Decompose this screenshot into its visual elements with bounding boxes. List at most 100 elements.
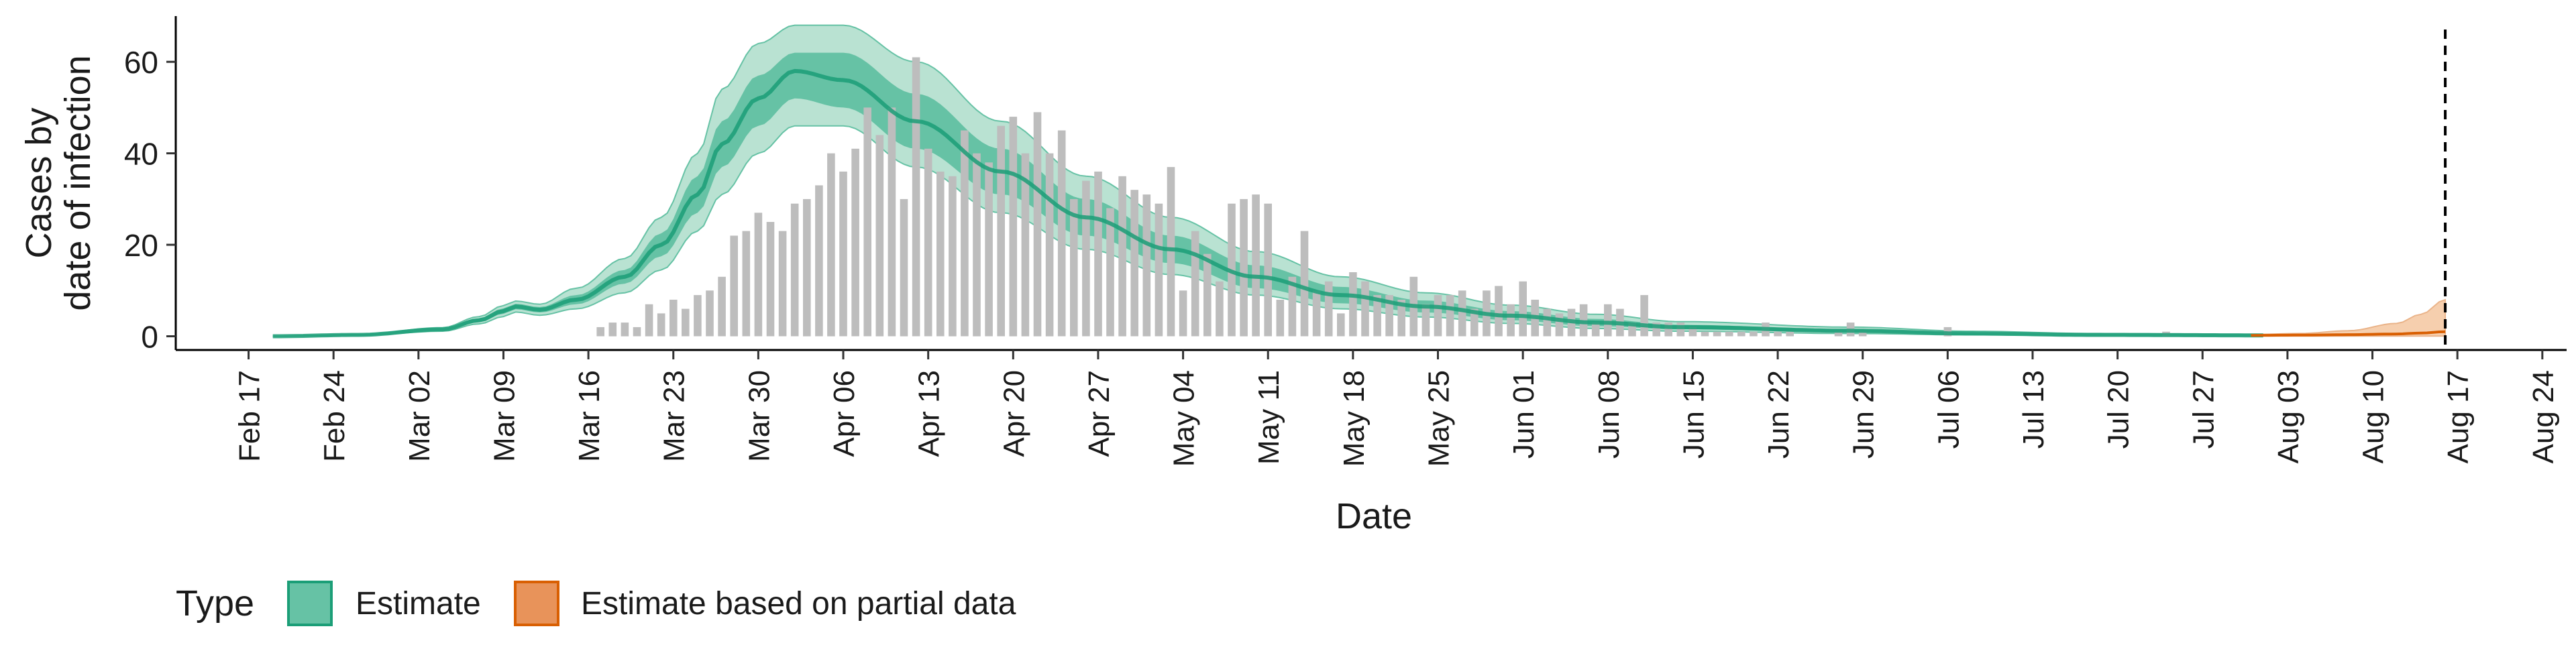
observed-case-bar — [1033, 112, 1042, 337]
observed-case-bar — [1470, 308, 1479, 337]
observed-case-bar — [1858, 331, 1867, 337]
x-tick-label: May 25 — [1423, 370, 1456, 467]
partial-ribbon-90 — [2250, 298, 2447, 337]
x-tick-label: May 04 — [1168, 370, 1201, 467]
observed-case-bar — [1688, 327, 1697, 337]
observed-case-bar — [961, 130, 969, 337]
y-axis-label-line1: Cases by — [19, 107, 59, 258]
observed-case-bar — [1834, 331, 1843, 337]
y-tick-label: 40 — [124, 137, 158, 172]
y-tick-label: 60 — [124, 45, 158, 80]
legend: Type Estimate Estimate based on partial … — [176, 581, 1016, 626]
observed-case-bar — [1361, 281, 1369, 337]
observed-case-bar — [997, 125, 1005, 337]
y-tick-label: 20 — [124, 228, 158, 263]
observed-case-bar — [875, 135, 884, 337]
observed-case-bar — [1591, 322, 1600, 337]
x-tick-label: Jul 13 — [2017, 370, 2050, 449]
observed-case-bar — [706, 290, 714, 337]
observed-case-bar — [1628, 322, 1636, 337]
observed-case-bar — [949, 176, 957, 337]
observed-case-bar — [1373, 295, 1381, 337]
observed-case-bar — [1070, 198, 1078, 337]
axes-group — [174, 16, 2567, 351]
x-tick-label: Mar 30 — [743, 370, 775, 462]
x-tick-label: Mar 02 — [403, 370, 436, 462]
y-tick-label: 0 — [141, 320, 158, 355]
observed-case-bar — [985, 162, 993, 337]
observed-case-bar — [888, 107, 896, 337]
observed-case-bar — [1519, 281, 1527, 337]
legend-swatch-partial — [514, 581, 559, 626]
observed-case-bar — [645, 304, 653, 337]
x-tick-label: Apr 20 — [998, 370, 1030, 457]
observed-case-bar — [1652, 322, 1660, 337]
observed-case-bar — [1179, 290, 1187, 337]
observed-case-bar — [1142, 194, 1151, 337]
observed-case-bar — [1495, 286, 1503, 337]
observed-case-bar — [1349, 272, 1357, 337]
observed-case-bar — [1507, 304, 1515, 337]
legend-label-partial: Estimate based on partial data — [581, 586, 1016, 622]
observed-case-bar — [973, 153, 981, 337]
estimate-median-line — [272, 68, 2263, 339]
observed-case-bar — [803, 198, 811, 337]
observed-case-bar — [596, 327, 604, 337]
observed-case-bars — [596, 57, 2170, 337]
observed-case-bar — [1312, 290, 1321, 337]
observed-case-bar — [863, 107, 871, 337]
observed-case-bar — [851, 148, 859, 337]
observed-case-bar — [1106, 208, 1114, 337]
observed-case-bar — [608, 322, 617, 337]
observed-case-bar — [1786, 331, 1794, 337]
observed-case-bar — [815, 185, 823, 337]
x-tick-label: Mar 16 — [573, 370, 606, 462]
legend-label-estimate: Estimate — [356, 586, 481, 622]
estimate-median-lines — [272, 68, 2446, 339]
observed-case-bar — [1216, 281, 1224, 337]
observed-case-bar — [1434, 295, 1442, 337]
observed-case-bar — [1725, 331, 1733, 337]
observed-case-bar — [1446, 295, 1454, 337]
legend-swatch-estimate — [287, 581, 333, 626]
x-tick-label: Jun 01 — [1507, 370, 1540, 459]
observed-case-bar — [1397, 300, 1405, 337]
x-tick-label: May 11 — [1252, 370, 1285, 465]
observed-case-bar — [1324, 281, 1333, 337]
y-axis-label-line2: date of infection — [58, 55, 98, 310]
observed-case-bar — [924, 148, 932, 337]
observed-case-bar — [1385, 295, 1393, 337]
observed-case-bar — [1713, 331, 1721, 337]
x-tick-label: Feb 17 — [233, 370, 266, 462]
observed-case-bar — [912, 57, 920, 337]
observed-case-bar — [1021, 153, 1030, 337]
observed-case-bar — [1543, 308, 1552, 337]
x-tick-label: Jul 27 — [2187, 370, 2220, 449]
observed-case-bar — [827, 153, 835, 337]
observed-case-bar — [1130, 190, 1138, 337]
x-tick-label: Aug 24 — [2527, 370, 2560, 463]
observed-case-bar — [1203, 253, 1212, 337]
observed-case-bar — [730, 235, 738, 337]
observed-case-bar — [900, 198, 908, 337]
observed-case-bar — [694, 295, 702, 337]
observed-case-bar — [1337, 313, 1345, 337]
y-axis-ticks: 0 20 40 60 — [124, 45, 176, 355]
x-tick-label: Jun 08 — [1593, 370, 1625, 459]
observed-case-bar — [1240, 198, 1248, 337]
observed-case-bar — [718, 276, 726, 337]
x-tick-label: Apr 13 — [913, 370, 946, 457]
observed-case-bar — [1774, 331, 1782, 337]
observed-case-bar — [1264, 203, 1272, 337]
x-tick-label: Jul 06 — [1932, 370, 1965, 449]
partial-median-line — [2251, 330, 2446, 337]
observed-case-bar — [1750, 331, 1758, 337]
x-tick-label: Jul 20 — [2102, 370, 2135, 449]
observed-case-bar — [839, 171, 847, 337]
observed-case-bar — [1421, 304, 1430, 337]
observed-case-bar — [754, 213, 763, 337]
observed-case-bar — [1737, 331, 1746, 337]
observed-case-bar — [633, 327, 641, 337]
